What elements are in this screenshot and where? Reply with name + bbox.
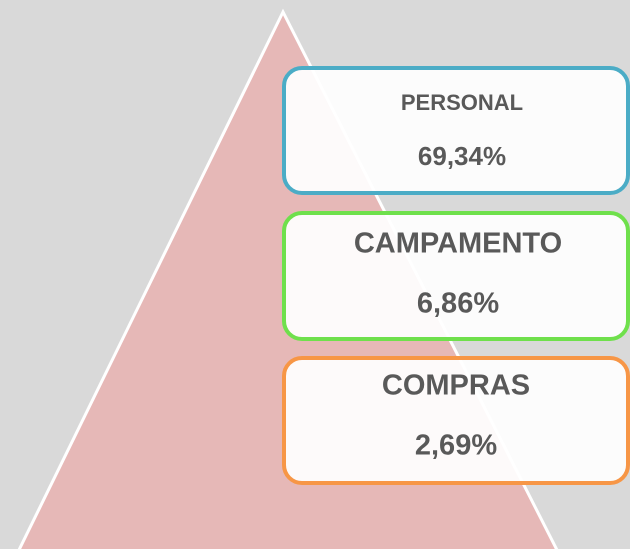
box: [282, 356, 630, 485]
item-value: 69,34%: [418, 141, 506, 171]
item-label: PERSONAL: [401, 90, 523, 115]
item-label: CAMPAMENTO: [354, 228, 562, 260]
item-label: COMPRAS: [382, 370, 530, 402]
item-value: 6,86%: [417, 288, 499, 320]
item-value: 2,69%: [415, 430, 497, 462]
box: [282, 66, 630, 195]
box: [282, 211, 630, 341]
